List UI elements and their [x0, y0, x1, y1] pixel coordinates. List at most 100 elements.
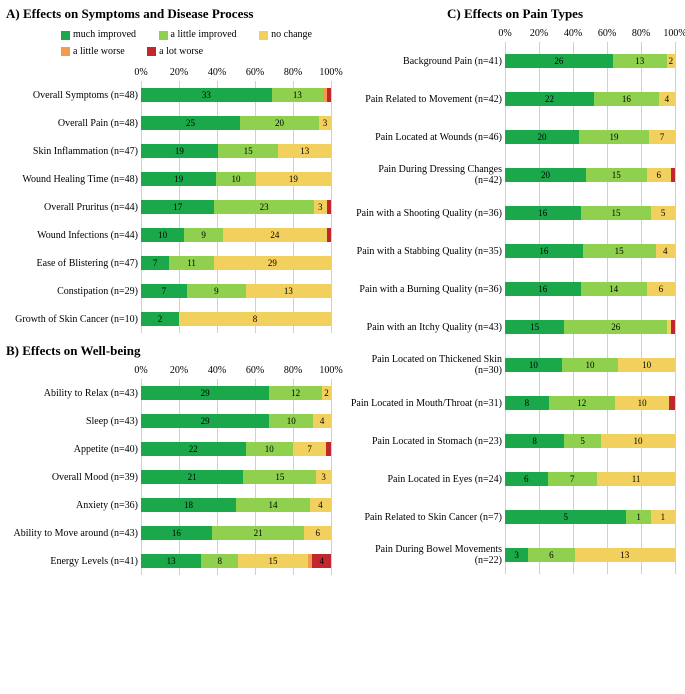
stacked-bar: 16146 — [505, 282, 675, 296]
bar-segment-no-change: 1 — [651, 510, 675, 524]
bar-segment-much-improved: 29 — [141, 386, 269, 400]
bar-segment-much-improved: 10 — [505, 358, 562, 372]
row-label: Overall Pain (n=48) — [6, 118, 141, 129]
bar-segment-much-improved: 16 — [141, 526, 212, 540]
stacked-bar: 20156 — [505, 168, 675, 182]
bar-segment-no-change: 10 — [615, 396, 670, 410]
bar-segment-little-improved: 15 — [243, 470, 316, 484]
row-label: Pain Related to Skin Cancer (n=7) — [350, 512, 505, 523]
panel-a: A) Effects on Symptoms and Disease Proce… — [6, 6, 341, 333]
axis-tick: 20% — [170, 365, 188, 376]
row-label: Pain with a Stabbing Quality (n=35) — [350, 246, 505, 257]
stacked-bar: 20197 — [505, 130, 675, 144]
bar-segment-no-change: 13 — [575, 548, 675, 562]
axis-tick: 0% — [134, 67, 147, 78]
bar-segment-no-change: 4 — [313, 414, 331, 428]
bar-segment-no-change: 3 — [314, 200, 327, 214]
stacked-bar: 28 — [141, 312, 331, 326]
stacked-bar: 21153 — [141, 470, 331, 484]
row-label: Overall Mood (n=39) — [6, 472, 141, 483]
bar-segment-no-change: 4 — [310, 498, 331, 512]
axis-tick: 40% — [564, 28, 582, 39]
bar-segment-little-improved: 21 — [212, 526, 305, 540]
bar-segment-little-improved: 15 — [586, 168, 647, 182]
bar-segment-little-improved: 20 — [240, 116, 319, 130]
bar-segment-lot-worse — [671, 168, 675, 182]
axis-tick: 100% — [319, 365, 342, 376]
bar-segment-no-change: 19 — [256, 172, 331, 186]
legend-label: a lot worse — [159, 45, 203, 59]
bar-segment-no-change: 4 — [659, 92, 675, 106]
chart-row: Pain Located on Thickened Skin (n=30)101… — [505, 346, 675, 384]
bar-segment-much-improved: 26 — [505, 54, 613, 68]
chart-row: Ease of Blistering (n=47)71129 — [141, 249, 331, 277]
chart-row: Pain Located in Mouth/Throat (n=31)81210 — [505, 384, 675, 422]
bar-segment-much-improved: 16 — [505, 206, 581, 220]
bar-segment-little-improved: 10 — [246, 442, 294, 456]
bar-segment-little-improved: 7 — [548, 472, 598, 486]
bar-segment-little-improved: 19 — [579, 130, 649, 144]
bar-segment-no-change: 3 — [316, 470, 331, 484]
axis-tick: 100% — [663, 28, 685, 39]
row-label: Pain During Dressing Changes (n=42) — [350, 164, 505, 186]
bar-segment-much-improved: 6 — [505, 472, 548, 486]
bar-segment-no-change: 13 — [278, 144, 331, 158]
stacked-bar: 10924 — [141, 228, 331, 242]
chart-row: Pain Located in Eyes (n=24)6711 — [505, 460, 675, 498]
panel-c-title: C) Effects on Pain Types — [350, 6, 680, 22]
chart-row: Overall Symptoms (n=48)3313 — [141, 81, 331, 109]
bar-segment-much-improved: 17 — [141, 200, 214, 214]
bar-segment-little-improved: 23 — [214, 200, 313, 214]
bar-segment-much-improved: 15 — [505, 320, 564, 334]
stacked-bar: 22107 — [141, 442, 331, 456]
chart-row: Pain with a Stabbing Quality (n=35)16154 — [505, 232, 675, 270]
stacked-bar: 191019 — [141, 172, 331, 186]
bar-segment-much-improved: 33 — [141, 88, 272, 102]
stacked-bar: 191513 — [141, 144, 331, 158]
bar-segment-much-improved: 5 — [505, 510, 626, 524]
chart-row: Appetite (n=40)22107 — [141, 435, 331, 463]
axis-tick: 60% — [246, 365, 264, 376]
stacked-bar: 22164 — [505, 92, 675, 106]
bar-segment-no-change: 6 — [647, 168, 671, 182]
legend-swatch-lot-worse — [147, 47, 156, 56]
row-label: Growth of Skin Cancer (n=10) — [6, 314, 141, 325]
row-label: Ability to Move around (n=43) — [6, 528, 141, 539]
legend-label: no change — [271, 28, 312, 42]
bar-segment-little-improved: 13 — [613, 54, 667, 68]
legend-swatch-much-improved — [61, 31, 70, 40]
axis-tick: 80% — [284, 365, 302, 376]
bar-segment-no-change: 8 — [179, 312, 331, 326]
row-label: Sleep (n=43) — [6, 416, 141, 427]
bar-segment-no-change: 2 — [322, 386, 331, 400]
row-label: Pain Located in Mouth/Throat (n=31) — [350, 398, 505, 409]
stacked-bar: 25203 — [141, 116, 331, 130]
chart-row: Pain During Bowel Movements (n=22)3613 — [505, 536, 675, 574]
axis-c: 0%20%40%60%80%100% — [505, 28, 675, 42]
chart-row: Wound Healing Time (n=48)191019 — [141, 165, 331, 193]
chart-row: Skin Inflammation (n=47)191513 — [141, 137, 331, 165]
bar-segment-little-improved: 13 — [272, 88, 323, 102]
bar-segment-little-improved: 12 — [269, 386, 322, 400]
stacked-bar: 71129 — [141, 256, 331, 270]
row-label: Anxiety (n=36) — [6, 500, 141, 511]
chart-row: Background Pain (n=41)26132 — [505, 42, 675, 80]
bar-segment-lot-worse — [327, 88, 331, 102]
bar-segment-much-improved: 7 — [141, 256, 169, 270]
bar-segment-lot-worse — [326, 442, 331, 456]
row-label: Ease of Blistering (n=47) — [6, 258, 141, 269]
bar-segment-much-improved: 2 — [141, 312, 179, 326]
bar-segment-no-change: 10 — [601, 434, 675, 448]
bar-segment-no-change: 7 — [293, 442, 326, 456]
bar-segment-no-change: 6 — [304, 526, 331, 540]
panel-a-title: A) Effects on Symptoms and Disease Proce… — [6, 6, 341, 22]
bar-segment-little-improved: 12 — [549, 396, 615, 410]
bar-segment-no-change: 4 — [656, 244, 675, 258]
bar-segment-no-change: 29 — [214, 256, 331, 270]
bar-segment-lot-worse — [327, 228, 331, 242]
axis-tick: 80% — [632, 28, 650, 39]
chart-row: Wound Infections (n=44)10924 — [141, 221, 331, 249]
bar-segment-much-improved: 18 — [141, 498, 236, 512]
bar-segment-no-change: 10 — [618, 358, 675, 372]
stacked-bar: 29122 — [141, 386, 331, 400]
